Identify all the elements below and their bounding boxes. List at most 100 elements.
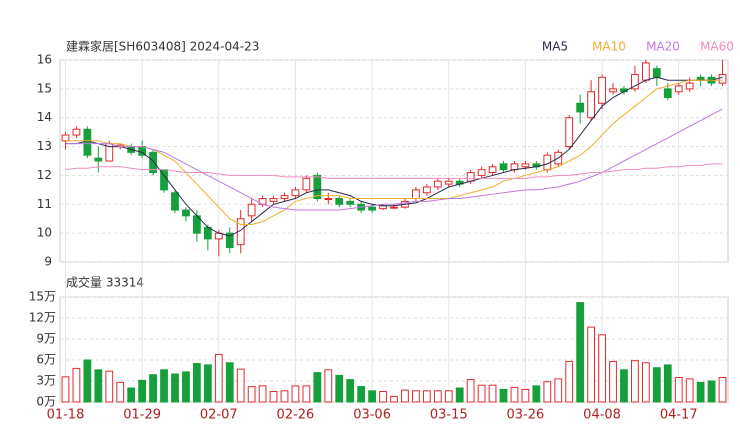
- volume-bar: [182, 371, 190, 403]
- legend-label: MA5: [542, 40, 568, 54]
- volume-bar: [116, 381, 125, 403]
- volume-bar: [499, 388, 508, 403]
- candle-body: [433, 180, 442, 188]
- volume-bar: [444, 390, 453, 403]
- candle-body: [247, 203, 256, 217]
- candle-body: [390, 206, 398, 209]
- x-tick-label: 01-29: [123, 408, 161, 423]
- candle-body: [499, 163, 508, 171]
- candle-body: [466, 172, 475, 182]
- y-tick-label: 13: [37, 139, 52, 153]
- volume-bar: [335, 374, 344, 403]
- volume-bar: [543, 381, 552, 403]
- x-tick-label: 04-17: [660, 408, 698, 423]
- y-tick-label: 3万: [36, 374, 56, 388]
- candle-body: [565, 117, 574, 148]
- volume-bar: [412, 390, 420, 403]
- volume-bar: [521, 388, 530, 403]
- ma-line: [65, 163, 723, 179]
- candle-body: [346, 200, 355, 205]
- candle-body: [313, 174, 322, 200]
- volume-bar: [171, 373, 179, 403]
- candle-body: [631, 73, 639, 90]
- volume-bar: [576, 302, 585, 403]
- candle-body: [477, 169, 486, 176]
- volume-bar: [554, 378, 563, 403]
- candle-body: [412, 189, 420, 200]
- y-tick-label: 14: [37, 110, 52, 124]
- volume-bar: [269, 391, 278, 403]
- volume-bar: [291, 385, 300, 403]
- x-tick-label: 03-26: [507, 408, 545, 423]
- volume-bar: [620, 369, 628, 403]
- volume-bar: [455, 387, 464, 403]
- candle-body: [685, 82, 694, 90]
- volume-bar: [685, 378, 694, 403]
- candle-body: [576, 102, 585, 113]
- volume-bar: [94, 369, 103, 403]
- y-tick-label: 11: [37, 197, 52, 211]
- volume-bar: [313, 372, 322, 403]
- y-tick-label: 16: [37, 53, 52, 67]
- ma-line: [65, 108, 723, 211]
- volume-bar: [401, 389, 409, 403]
- volume-bar: [433, 390, 442, 403]
- volume-bar: [258, 385, 267, 403]
- candle-body: [641, 62, 650, 81]
- y-tick-label: 0万: [36, 395, 56, 409]
- candle-body: [368, 206, 376, 211]
- y-tick-label: 12: [37, 168, 52, 182]
- volume-bar: [368, 390, 376, 403]
- y-tick-label: 9万: [36, 332, 56, 346]
- x-tick-label: 04-08: [583, 408, 621, 423]
- volume-bar: [357, 386, 366, 403]
- volume-bar: [379, 391, 387, 403]
- volume-bar: [565, 360, 574, 403]
- volume-bar: [707, 380, 716, 403]
- candle-body: [598, 76, 606, 104]
- x-tick-label: 01-18: [47, 408, 85, 423]
- candle-body: [510, 163, 519, 171]
- volume-bar: [280, 390, 289, 403]
- candle-body: [521, 163, 530, 168]
- legend-label: MA60: [700, 40, 734, 54]
- x-tick-label: 03-15: [430, 408, 468, 423]
- volume-bar: [346, 379, 355, 403]
- y-tick-label: 6万: [36, 353, 56, 367]
- volume-bar: [718, 377, 727, 403]
- volume-bar: [598, 334, 606, 403]
- volume-bar: [422, 390, 431, 403]
- volume-bar: [203, 364, 212, 403]
- volume-bar: [192, 363, 201, 403]
- volume-bar: [390, 395, 398, 403]
- candle-body: [269, 198, 278, 202]
- candle-body: [609, 88, 617, 93]
- volume-bar: [72, 367, 81, 403]
- volume-bar: [247, 386, 256, 403]
- volume-bar: [510, 386, 519, 403]
- x-tick-label: 03-06: [353, 408, 391, 423]
- candle-body: [335, 198, 344, 205]
- candle-body: [94, 157, 103, 162]
- y-tick-label: 9: [44, 255, 52, 269]
- candle-body: [587, 91, 596, 119]
- volume-bar: [83, 359, 92, 403]
- y-tick-label: 15万: [29, 290, 56, 304]
- volume-bar: [149, 374, 157, 403]
- volume-bar: [160, 369, 168, 403]
- volume-bar: [652, 367, 661, 403]
- volume-bar: [477, 384, 486, 403]
- candle-body: [280, 195, 289, 200]
- volume-bar: [302, 385, 311, 403]
- volume-bar: [663, 364, 672, 403]
- candle-body: [718, 73, 727, 84]
- candle-body: [488, 166, 497, 174]
- volume-bar: [466, 379, 475, 403]
- x-tick-label: 02-07: [200, 408, 238, 423]
- volume-bar: [609, 360, 617, 403]
- ma-line: [65, 79, 723, 225]
- candle-body: [674, 85, 683, 93]
- x-tick-label: 02-26: [277, 408, 315, 423]
- volume-bar: [127, 387, 136, 403]
- volume-bar: [696, 381, 705, 403]
